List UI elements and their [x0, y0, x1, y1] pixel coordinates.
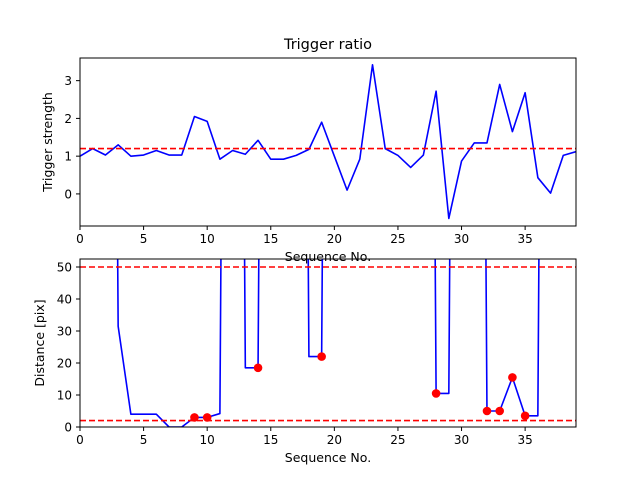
- marker-point-0: [190, 413, 199, 422]
- x-axis-label: Sequence No.: [285, 249, 371, 264]
- x-tick-label: 30: [454, 232, 469, 246]
- y-axis-label: Trigger strength: [40, 92, 55, 193]
- marker-point-5: [482, 406, 492, 416]
- marker-point-6: [495, 406, 504, 416]
- y-tick-label: 50: [57, 261, 72, 275]
- axes-frame: [79, 258, 577, 428]
- y-tick-label: 10: [57, 389, 72, 403]
- chart-title: Trigger ratio: [283, 37, 372, 53]
- y-axis-label: Distance [pix]: [32, 299, 47, 386]
- y-tick-label: 2: [64, 112, 72, 126]
- marker-point-2: [253, 363, 263, 373]
- x-tick-label: 5: [140, 433, 148, 447]
- x-tick-label: 0: [76, 433, 84, 447]
- chart-distance: 0 5 10 15 20 25 30 35 0 10 20 30 40 50 Sequence No. Dis…: [32, 258, 577, 465]
- y-tick-label: 3: [64, 74, 72, 88]
- x-tick-label: 20: [327, 232, 342, 246]
- x-tick-label: 10: [200, 232, 215, 246]
- y-tick-label: 30: [57, 325, 72, 339]
- marker-point-8: [520, 411, 530, 421]
- marker-point-1: [202, 413, 212, 422]
- series-line: [80, 64, 576, 220]
- x-tick-label: 30: [454, 433, 469, 447]
- x-tick-label: 35: [517, 433, 532, 447]
- x-tick-label: 10: [200, 433, 215, 447]
- x-tick-label: 15: [263, 433, 278, 447]
- marker-point-4: [431, 389, 441, 398]
- x-tick-label: 5: [140, 232, 148, 246]
- marker-point-3: [317, 352, 326, 361]
- axes-frame: [79, 57, 577, 227]
- x-tick-label: 25: [390, 232, 405, 246]
- x-tick-label: 20: [327, 433, 342, 447]
- y-tick-label: 20: [57, 357, 72, 371]
- x-tick-label: 25: [390, 433, 405, 447]
- chart-trigger-ratio: Trigger ratio 0 5 10 15 20 25 30 35 0 1 2 3 Sequence …: [40, 37, 577, 264]
- y-tick-label: 40: [57, 293, 72, 307]
- x-axis-label: Sequence No.: [285, 450, 371, 465]
- y-tick-label: 0: [64, 187, 72, 201]
- x-tick-label: 0: [76, 232, 84, 246]
- y-tick-label: 0: [64, 421, 72, 435]
- marker-point-7: [508, 373, 517, 382]
- x-tick-label: 35: [517, 232, 532, 246]
- y-tick-label: 1: [64, 150, 72, 164]
- x-tick-label: 15: [263, 232, 278, 246]
